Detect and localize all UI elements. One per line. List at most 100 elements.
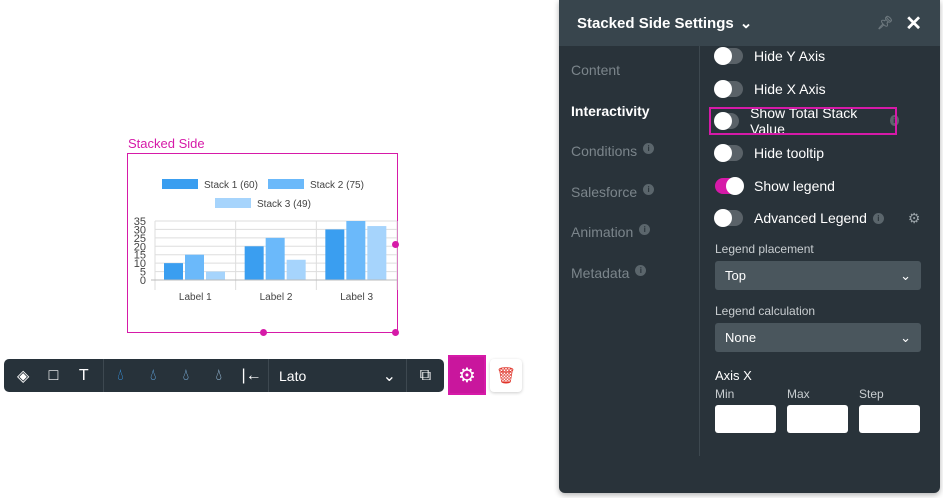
toggle-switch[interactable] <box>714 79 743 98</box>
toggle-label: Hide Y Axis <box>754 48 826 65</box>
bar <box>185 254 204 280</box>
toggle-switch[interactable] <box>715 176 744 195</box>
legend-label: Stack 1 (60) <box>204 180 258 191</box>
bar <box>367 226 387 280</box>
info-icon: i <box>889 115 899 127</box>
y-tick-label: 5 <box>140 267 146 279</box>
close-icon[interactable]: ✕ <box>905 12 922 35</box>
bar-chart: Stack 1 (60) Stack 2 (75) Stack 3 (49) 0510… <box>134 179 398 303</box>
step-input[interactable] <box>859 405 920 434</box>
info-icon: i <box>643 183 655 195</box>
step-label: Step <box>859 387 884 402</box>
info-icon: i <box>872 212 884 224</box>
border-icon[interactable]: □ <box>48 366 59 384</box>
font-value: Lato <box>279 367 307 384</box>
min-label: Min <box>715 387 735 402</box>
axis-x-heading: Axis X <box>715 368 752 384</box>
legend-swatch <box>215 198 251 208</box>
toggle-label: Advanced Legend <box>754 210 867 227</box>
toggle-switch[interactable] <box>714 47 743 66</box>
toggle-row: Show Total Stack Value i <box>707 105 899 137</box>
toggle-label: Hide tooltip <box>754 145 825 162</box>
nav-metadata[interactable]: Metadata i <box>571 264 654 306</box>
legend-label: Stack 2 (75) <box>310 180 364 191</box>
font-select[interactable]: Lato ⌄ <box>269 359 407 392</box>
max-label: Max <box>787 387 810 402</box>
y-tick-label: 35 <box>134 216 146 228</box>
nav-label: Animation <box>571 224 634 240</box>
nav-label: Interactivity <box>571 102 650 119</box>
format-toolbar: ◈ □ T 💧︎ 💧︎ 💧︎ 💧︎ |← Lato ⌄ ⧉ <box>4 359 444 392</box>
legend-placement-select[interactable]: Top ⌄ <box>715 261 921 291</box>
y-tick-label: 25 <box>134 233 146 245</box>
nav-label: Conditions <box>571 143 638 159</box>
x-tick-label: Label 2 <box>260 292 293 303</box>
toggle-row: Hide X Axis <box>714 72 925 104</box>
nav-label: Content <box>571 62 621 78</box>
select-value: None <box>725 330 757 346</box>
panel-title[interactable]: Stacked Side Settings <box>577 14 734 32</box>
toggle-label: Hide X Axis <box>754 80 826 97</box>
drop-icon[interactable]: 💧︎ <box>149 366 157 384</box>
y-tick-label: 15 <box>134 250 146 262</box>
nav-label: Metadata <box>571 264 630 281</box>
x-tick-label: Label 3 <box>340 292 373 303</box>
bar <box>265 237 285 280</box>
toggle-switch[interactable] <box>714 209 743 228</box>
fill-color-icon[interactable]: ◈ <box>17 367 30 385</box>
bar <box>206 271 225 280</box>
toggle-row: Hide tooltip <box>714 137 925 169</box>
legend-swatch <box>162 179 198 189</box>
pin-icon[interactable]: 📌︎ <box>876 15 894 30</box>
min-input[interactable] <box>715 405 776 434</box>
chart-widget[interactable]: Stack 1 (60) Stack 2 (75) Stack 3 (49) 0 5 10… <box>127 153 399 336</box>
toggle-row: Hide Y Axis <box>714 40 925 72</box>
gear-icon: ⚙ <box>458 364 476 387</box>
toggle-switch[interactable] <box>714 144 743 163</box>
select-value: Top <box>725 268 746 284</box>
bar <box>346 221 366 280</box>
nav-salesforce[interactable]: Salesforce i <box>571 183 655 225</box>
info-icon: i <box>643 143 655 154</box>
toggle-label: Show Total Stack Value <box>750 104 858 137</box>
legend-calc-select[interactable]: None ⌄ <box>715 323 921 353</box>
chevron-down-icon: ⌄ <box>900 267 911 283</box>
delete-button[interactable]: 🗑︎ <box>490 359 522 392</box>
external-link-icon[interactable]: ⧉ <box>419 366 432 384</box>
divider <box>699 46 700 456</box>
legend-label: Stack 3 (49) <box>257 199 311 210</box>
chevron-down-icon[interactable]: ⌄ <box>739 15 753 32</box>
text-color-icon[interactable]: T <box>78 366 89 384</box>
settings-panel: Stacked Side Settings ⌄ 📌︎ ✕ Content Inte… <box>559 0 940 493</box>
nav-interactivity[interactable]: Interactivity <box>571 103 654 144</box>
y-tick-label: 20 <box>134 241 146 253</box>
chevron-down-icon: ⌄ <box>900 329 911 345</box>
x-tick-label: Label 1 <box>179 292 212 303</box>
settings-button[interactable]: ⚙ <box>448 355 486 395</box>
chevron-down-icon: ⌄ <box>382 367 396 385</box>
toggle-row: Advanced Legend i ⚙ <box>714 202 925 234</box>
drop-icon[interactable]: 💧︎ <box>215 366 222 384</box>
toggle-row: Show legend <box>715 170 925 202</box>
max-input[interactable] <box>787 405 848 434</box>
legend-placement-label: Legend placement <box>715 242 814 257</box>
align-left-icon[interactable]: |← <box>241 366 262 384</box>
nav-label: Salesforce <box>571 183 638 200</box>
resize-handle-right[interactable] <box>392 241 399 248</box>
gear-icon[interactable]: ⚙ <box>907 209 921 226</box>
bar <box>325 229 345 280</box>
bar <box>164 263 183 280</box>
drop-icon[interactable]: 💧︎ <box>117 366 124 384</box>
info-icon: i <box>639 224 651 235</box>
resize-handle-bottom[interactable] <box>260 329 267 336</box>
y-tick-label: 10 <box>134 258 146 270</box>
drop-icon[interactable]: 💧︎ <box>182 366 190 384</box>
nav-conditions[interactable]: Conditions i <box>571 143 655 184</box>
toggle-switch[interactable] <box>713 111 740 130</box>
resize-handle-corner[interactable] <box>392 329 399 336</box>
nav-content[interactable]: Content <box>571 62 654 103</box>
bar <box>286 259 306 280</box>
nav-animation[interactable]: Animation i <box>571 224 654 265</box>
y-tick-label: 30 <box>134 224 146 236</box>
trash-icon: 🗑︎ <box>495 367 517 385</box>
